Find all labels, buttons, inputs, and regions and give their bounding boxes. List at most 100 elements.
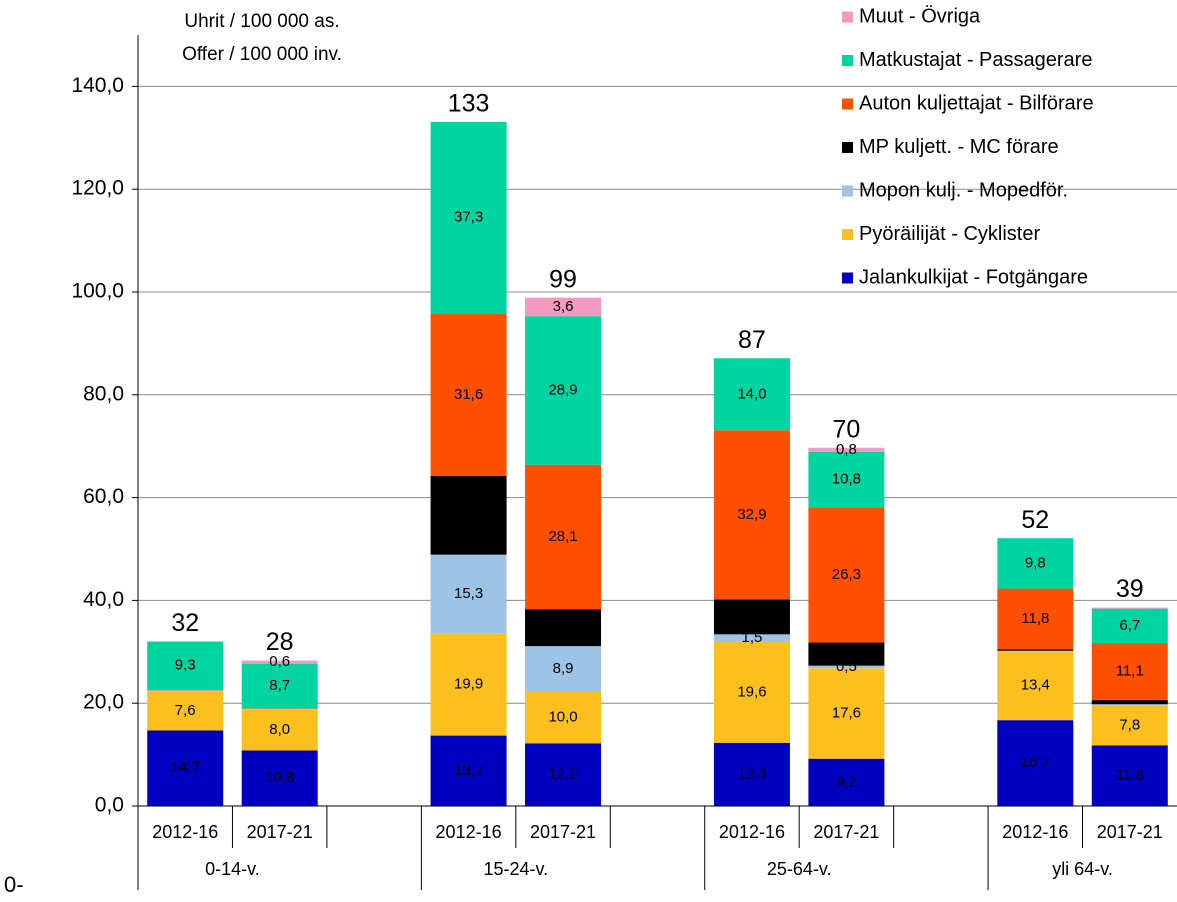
- bar-segment: [1091, 608, 1168, 644]
- data-label: 12,3: [737, 765, 766, 782]
- data-label: 11,8: [1021, 610, 1049, 627]
- bar-segment: [147, 689, 224, 691]
- bar-segment: [525, 316, 602, 465]
- data-label: 9,3: [175, 656, 196, 673]
- data-label: 37,3: [454, 209, 483, 226]
- bar-segment: [147, 691, 224, 731]
- bar-segment: [241, 750, 318, 806]
- bar-segment: [147, 730, 224, 806]
- legend-swatch: [842, 272, 853, 284]
- bar-segment: [430, 735, 507, 806]
- bar-segment: [808, 642, 885, 666]
- data-label: 12,2: [548, 766, 577, 783]
- bar-segment: [1091, 745, 1168, 806]
- x-tick-label: 2012-16: [1002, 822, 1068, 842]
- data-label: 10,8: [265, 769, 294, 786]
- bar-segment: [713, 599, 790, 635]
- bar-segment: [713, 358, 790, 431]
- legend-label: Pyöräilijät - Cyklister: [859, 223, 1040, 245]
- bar-segment: [430, 554, 507, 634]
- total-label: 28: [266, 628, 294, 656]
- data-label: 0,6: [269, 653, 290, 670]
- data-label: 9,8: [1025, 554, 1046, 571]
- legend-label: Matkustajat - Passagerare: [859, 49, 1092, 71]
- legend-swatch: [842, 142, 853, 153]
- data-label: 0,8: [836, 441, 857, 458]
- data-label: 14,7: [171, 759, 200, 776]
- total-label: 70: [833, 415, 861, 443]
- bar-segment: [997, 720, 1074, 806]
- bar-segment: [430, 476, 507, 555]
- bar-segment: [1091, 700, 1168, 705]
- data-label: 11,1: [1116, 663, 1144, 680]
- data-label: 28,1: [548, 528, 577, 545]
- bar-segment: [713, 634, 790, 643]
- legend-label: Mopon kulj. - Mopedför.: [859, 179, 1068, 201]
- legend-label: MP kuljett. - MC förare: [859, 136, 1059, 158]
- total-label: 87: [738, 326, 766, 354]
- bar-segment: [525, 646, 602, 692]
- data-label: 7,2: [553, 619, 574, 636]
- bar-segment: [997, 538, 1074, 589]
- data-label: 8,7: [269, 677, 290, 694]
- legend-label: Muut - Övriga: [859, 5, 981, 27]
- y-tick-label: 60,0: [83, 485, 124, 508]
- bar-segment: [525, 464, 602, 610]
- y-tick-label: 140,0: [71, 74, 124, 97]
- bar-segment: [525, 691, 602, 744]
- data-label: 7,8: [1119, 716, 1140, 733]
- data-label: 32,9: [737, 506, 766, 523]
- group-label: 25-64-v.: [767, 859, 832, 879]
- bar-segment: [147, 641, 224, 690]
- annotation: 0-: [4, 872, 24, 897]
- data-label: 16,7: [1021, 754, 1050, 771]
- bar-segment: [430, 633, 507, 736]
- data-label: 15,3: [454, 585, 483, 602]
- y-tick-label: 120,0: [71, 177, 124, 200]
- data-label: 8,9: [553, 660, 574, 677]
- bar-segment: [147, 690, 224, 692]
- x-tick-label: 2017-21: [530, 822, 596, 842]
- bar-segment: [808, 758, 885, 806]
- bar-segment: [808, 668, 885, 759]
- data-label: 13,4: [1021, 677, 1050, 694]
- data-label: 26,3: [832, 566, 861, 583]
- bar-segment: [241, 660, 318, 664]
- data-label: 19,6: [737, 683, 766, 700]
- data-label: 15,3: [454, 506, 483, 523]
- y-tick-label: 100,0: [71, 280, 124, 303]
- data-label: 6,7: [1119, 617, 1140, 634]
- data-label: 4,5: [836, 645, 857, 662]
- data-label: 6,8: [742, 608, 763, 625]
- x-tick-label: 2017-21: [813, 822, 879, 842]
- group-label: 15-24-v.: [483, 859, 548, 879]
- y-tick-label: 40,0: [83, 588, 124, 611]
- data-label: 28,9: [548, 381, 577, 398]
- bar-segment: [525, 743, 602, 806]
- bar-segment: [525, 609, 602, 647]
- data-label: 14,0: [737, 385, 766, 402]
- bar-segment: [241, 709, 318, 751]
- annotation: Offer / 100 000 inv.: [182, 44, 342, 65]
- bar-segment: [1091, 643, 1168, 701]
- data-label: 8,0: [269, 721, 290, 738]
- legend-label: Jalankulkijat - Fotgängare: [859, 266, 1088, 288]
- data-label: 10,0: [548, 709, 577, 726]
- bar-segment: [713, 742, 790, 806]
- bar-segment: [808, 507, 885, 643]
- bar-segment: [430, 121, 507, 314]
- x-tick-label: 2017-21: [1097, 822, 1163, 842]
- bar-segment: [1091, 607, 1168, 609]
- bar-segment: [241, 708, 318, 710]
- data-label: 10,8: [832, 471, 861, 488]
- bar-segment: [1091, 705, 1168, 746]
- x-tick-label: 2012-16: [436, 822, 502, 842]
- data-label: 13,7: [454, 762, 483, 779]
- bar-segment: [430, 313, 507, 477]
- bar-segment: [525, 297, 602, 317]
- total-label: 52: [1021, 506, 1049, 534]
- y-tick-label: 20,0: [83, 691, 124, 714]
- annotation: Uhrit / 100 000 as.: [184, 11, 339, 32]
- legend-swatch: [842, 11, 853, 23]
